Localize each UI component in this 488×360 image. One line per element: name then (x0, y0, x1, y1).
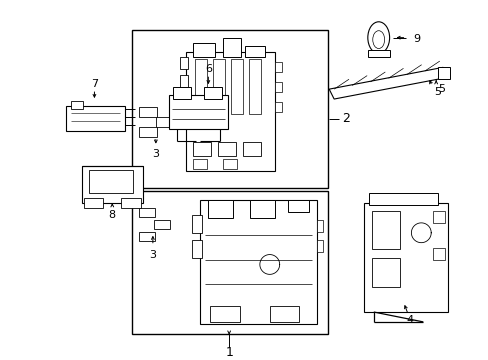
Bar (244, 46, 264, 58)
Bar (193, 42, 215, 58)
Text: 3: 3 (152, 149, 159, 158)
Bar (368, 193, 437, 205)
Bar (81, 166, 142, 203)
Bar (65, 106, 125, 131)
Text: 4: 4 (406, 315, 413, 325)
Bar (172, 87, 190, 99)
Bar (193, 141, 211, 156)
Bar (156, 117, 173, 127)
Bar (139, 107, 157, 117)
Bar (432, 248, 444, 260)
Bar (210, 306, 240, 322)
Bar (83, 198, 103, 208)
Text: 7: 7 (91, 79, 98, 89)
Bar (168, 95, 228, 129)
Bar (195, 59, 207, 114)
Bar (317, 220, 323, 232)
Bar (218, 141, 236, 156)
Bar (89, 170, 133, 193)
Bar (223, 38, 241, 58)
Bar (243, 141, 260, 156)
Bar (154, 220, 169, 229)
Text: 6: 6 (204, 64, 211, 74)
Bar (223, 159, 237, 169)
Bar (213, 59, 225, 114)
Bar (200, 200, 317, 324)
Bar (249, 200, 274, 218)
Text: 5: 5 (434, 87, 441, 97)
Bar (179, 93, 187, 105)
Bar (179, 58, 187, 69)
Text: 1: 1 (225, 346, 233, 359)
Bar (192, 215, 202, 233)
Bar (274, 102, 281, 112)
Bar (432, 211, 444, 223)
Ellipse shape (372, 31, 384, 49)
Bar (371, 211, 399, 249)
Text: 5: 5 (438, 84, 445, 94)
Bar (193, 159, 207, 169)
Bar (363, 203, 447, 312)
Text: 9: 9 (412, 33, 419, 44)
Bar (208, 200, 233, 218)
Bar (179, 75, 187, 87)
Bar (437, 67, 449, 79)
Bar (274, 82, 281, 92)
Bar (367, 50, 389, 58)
Text: 3: 3 (149, 249, 156, 260)
Bar (248, 59, 260, 114)
Ellipse shape (367, 22, 389, 54)
Text: 2: 2 (342, 112, 349, 125)
Bar (204, 87, 222, 99)
Bar (287, 200, 309, 212)
Bar (185, 53, 274, 171)
Bar (317, 240, 323, 252)
Bar (269, 306, 299, 322)
Polygon shape (328, 67, 447, 99)
Bar (132, 191, 327, 334)
Bar (274, 62, 281, 72)
Bar (139, 127, 157, 137)
Text: 8: 8 (108, 210, 116, 220)
Bar (121, 198, 141, 208)
Bar (371, 257, 399, 287)
Bar (139, 232, 155, 241)
Bar (192, 240, 202, 257)
Bar (231, 59, 243, 114)
Bar (139, 208, 155, 217)
Bar (71, 101, 82, 109)
Bar (132, 30, 327, 188)
